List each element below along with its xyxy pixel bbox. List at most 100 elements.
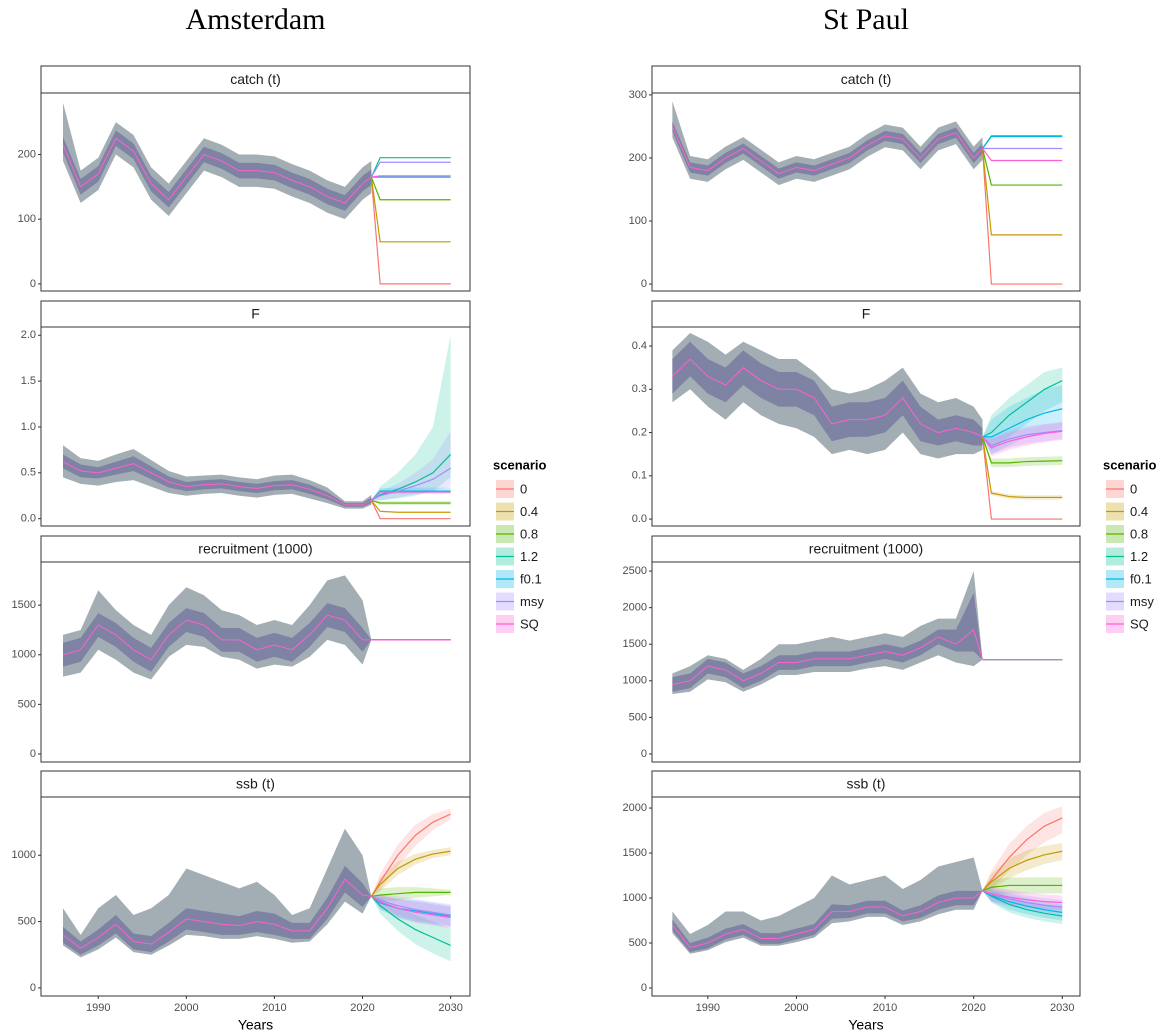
y-tick-label: 0.2 <box>632 426 647 438</box>
projection-band <box>982 422 1063 457</box>
projection-line <box>371 895 451 919</box>
median-line <box>671 126 983 175</box>
facet-panel: F 0.0 0.1 0.2 0.3 0.4 <box>632 300 1081 527</box>
y-tick-label: 1.5 <box>21 375 36 387</box>
legend-label: 1.2 <box>1130 549 1148 564</box>
outer-band <box>672 101 983 186</box>
y-tick-label: 500 <box>629 937 647 949</box>
projection-line <box>981 148 1063 236</box>
inner-band <box>672 593 983 692</box>
projection-line <box>982 429 1063 447</box>
strip-label: catch (t) <box>841 71 892 87</box>
projection-line <box>371 175 451 178</box>
median-line <box>672 358 983 438</box>
x-tick-label: 2020 <box>350 1002 374 1014</box>
projection-band <box>371 893 451 926</box>
projection-line <box>982 884 1063 892</box>
facet-panel: catch (t) 0 100 200 <box>18 65 471 292</box>
outer-band <box>672 571 983 694</box>
y-tick-label: 0.1 <box>632 470 647 482</box>
y-tick-label: 1000 <box>12 649 36 661</box>
projection-line <box>370 491 451 501</box>
legend-label: f0.1 <box>1130 571 1152 586</box>
facet-panel: recruitment (1000) 0 500 1000 1500 <box>12 535 471 763</box>
panel-border <box>40 326 471 527</box>
projection-line <box>371 895 451 916</box>
panel-border <box>651 92 1081 292</box>
strip <box>40 65 471 94</box>
y-tick-label: 0 <box>641 278 647 290</box>
panel-border <box>651 326 1081 527</box>
y-tick-label: 0 <box>30 982 36 994</box>
y-tick-label: 1000 <box>623 892 647 904</box>
inner-band <box>63 865 372 955</box>
projection-line <box>370 499 451 513</box>
median-line <box>62 878 372 949</box>
chart-title: St Paul <box>823 3 909 36</box>
projection-band <box>982 384 1063 455</box>
median-line <box>672 628 984 685</box>
y-tick-label: 200 <box>18 148 36 160</box>
projection-band <box>982 887 1063 915</box>
y-tick-label: 500 <box>629 711 647 723</box>
legend-label: msy <box>1130 594 1154 609</box>
strip-label: F <box>862 306 871 322</box>
projection-band <box>982 886 1063 910</box>
x-tick-label: 1990 <box>86 1002 110 1014</box>
inner-band <box>63 130 372 211</box>
y-tick-label: 2000 <box>623 602 647 614</box>
legend-label: 0.8 <box>1130 526 1148 541</box>
panel-background <box>41 93 470 291</box>
y-tick-label: 100 <box>629 215 647 227</box>
legend-label: f0.1 <box>520 571 542 586</box>
y-tick-label: 100 <box>18 213 36 225</box>
x-tick-label: 2000 <box>174 1002 198 1014</box>
projection-line <box>370 895 451 917</box>
strip-label: recruitment (1000) <box>198 541 312 557</box>
projection-line <box>982 148 1063 162</box>
y-tick-label: 1000 <box>12 849 36 861</box>
y-tick-label: 0 <box>641 748 647 760</box>
y-tick-label: 200 <box>629 152 647 164</box>
legend: scenario 0 0.4 0.8 1.2 f0.1 msy SQ <box>1103 457 1157 633</box>
legend-title: scenario <box>493 457 547 472</box>
y-tick-label: 2000 <box>623 802 647 814</box>
strip-label: ssb (t) <box>236 776 275 792</box>
projection-line <box>981 148 1063 186</box>
projection-line <box>370 813 451 897</box>
panel-border <box>40 561 471 763</box>
facet-panel: catch (t) 0 100 200 300 <box>629 65 1081 292</box>
strip <box>651 535 1081 563</box>
y-tick-label: 1500 <box>623 638 647 650</box>
projection-line <box>982 380 1063 438</box>
strip <box>651 770 1081 798</box>
y-tick-label: 0.3 <box>632 383 647 395</box>
projection-line <box>370 177 451 285</box>
strip <box>651 65 1081 94</box>
projection-line <box>370 161 451 178</box>
y-tick-label: 0 <box>641 982 647 994</box>
panel-border <box>651 561 1081 763</box>
legend-label: 0.4 <box>520 504 538 519</box>
projection-line <box>371 891 451 897</box>
projection-line <box>370 177 451 243</box>
projection-line <box>371 454 452 501</box>
y-tick-label: 0 <box>30 278 36 290</box>
x-axis-label: Years <box>848 1017 883 1033</box>
legend-label: 0.4 <box>1130 504 1148 519</box>
y-tick-label: 0.5 <box>21 467 36 479</box>
projection-band <box>982 436 1063 468</box>
x-tick-label: 2010 <box>262 1002 286 1014</box>
legend-label: 0 <box>520 481 527 496</box>
projection-line <box>982 850 1063 892</box>
projection-line <box>981 436 1063 499</box>
median-line <box>62 614 372 661</box>
facet-panel: ssb (t) 0 500 1000 1990 2000 2010 2020 2030 <box>12 770 471 1014</box>
y-tick-label: 1.0 <box>21 421 36 433</box>
y-tick-label: 300 <box>629 89 647 101</box>
inner-band <box>672 121 983 179</box>
x-axis-label: Years <box>238 1017 273 1033</box>
projection-line <box>981 436 1063 464</box>
projection-line <box>982 890 1063 908</box>
projection-line <box>370 500 451 520</box>
